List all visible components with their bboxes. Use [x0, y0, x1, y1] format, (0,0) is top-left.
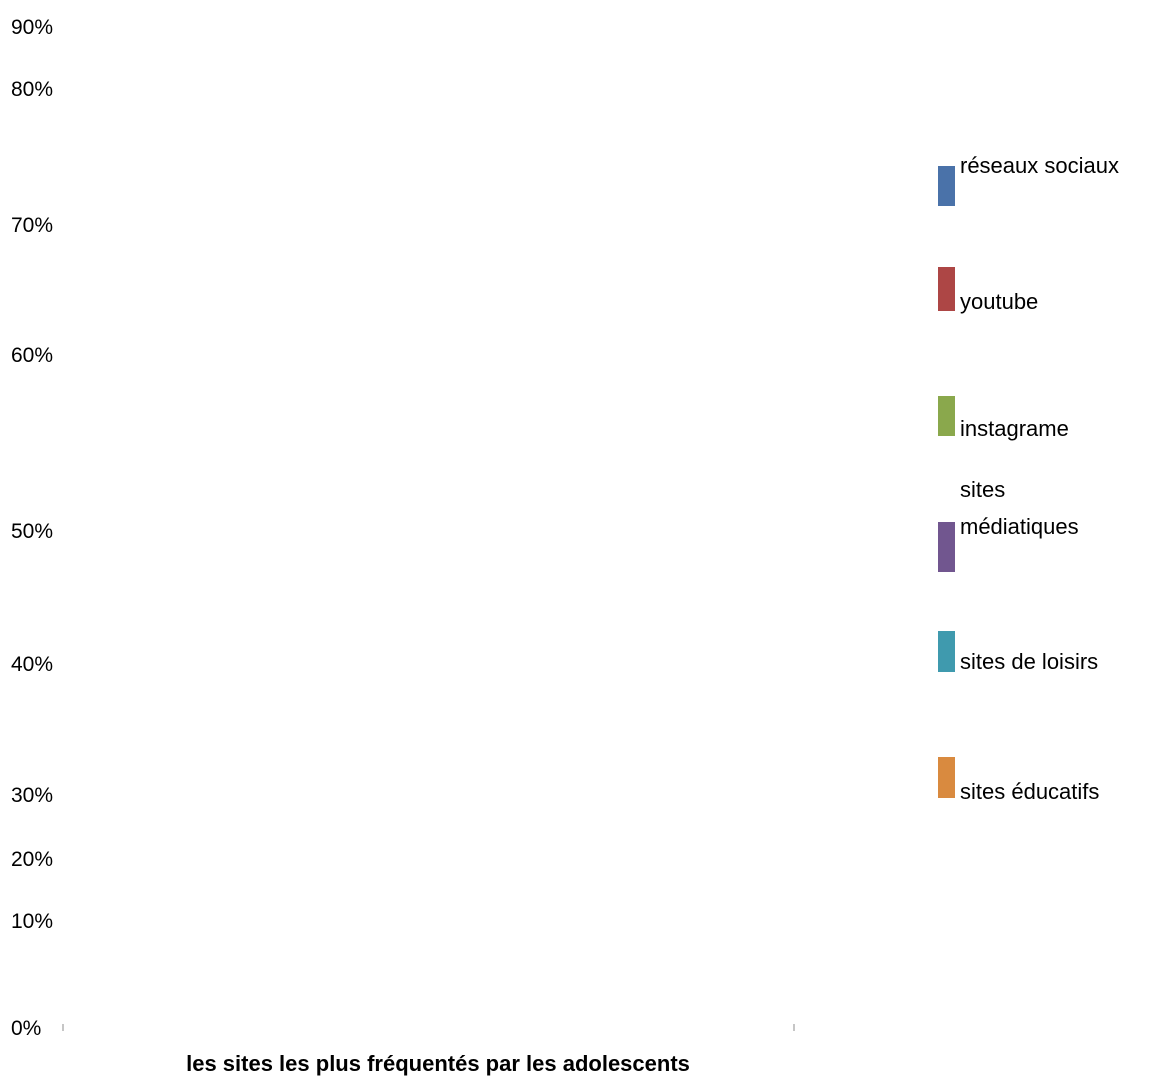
legend-swatch	[938, 396, 955, 436]
y-tick-label: 50%	[11, 520, 53, 543]
legend-item: sites de loisirs	[938, 631, 1098, 674]
y-tick-label: 60%	[11, 344, 53, 367]
legend-item: réseaux sociaux	[938, 153, 1119, 206]
legend-label: youtube	[960, 289, 1038, 314]
legend-label: sites éducatifs	[960, 779, 1099, 804]
legend-label: sites de loisirs	[960, 649, 1098, 674]
legend-item: sites médiatiques	[938, 477, 1079, 572]
y-tick-label: 70%	[11, 214, 53, 237]
y-tick-label: 90%	[11, 16, 53, 39]
y-tick-label: 20%	[11, 848, 53, 871]
legend-label: instagrame	[960, 416, 1069, 441]
legend-swatch	[938, 267, 955, 311]
legend-swatch	[938, 631, 955, 672]
legend-label: réseaux sociaux	[960, 153, 1119, 178]
y-tick-label: 10%	[11, 910, 53, 933]
y-axis: 0% 10% 20% 30% 40% 50% 60% 70% 80% 90%	[11, 16, 53, 1040]
y-tick-label: 40%	[11, 653, 53, 676]
y-tick-label: 30%	[11, 784, 53, 807]
legend-label: sites médiatiques	[960, 477, 1079, 539]
legend-swatch	[938, 522, 955, 572]
legend-item: sites éducatifs	[938, 757, 1099, 804]
y-tick-label: 0%	[11, 1017, 41, 1040]
legend-swatch	[938, 166, 955, 206]
x-axis-label: les sites les plus fréquentés par les ad…	[186, 1051, 690, 1076]
plot-area	[62, 1024, 795, 1031]
legend-item: youtube	[938, 267, 1038, 314]
legend: réseaux sociaux youtube instagrame sites méd…	[938, 153, 1119, 804]
legend-swatch	[938, 757, 955, 798]
y-tick-label: 80%	[11, 78, 53, 101]
legend-item: instagrame	[938, 396, 1069, 441]
